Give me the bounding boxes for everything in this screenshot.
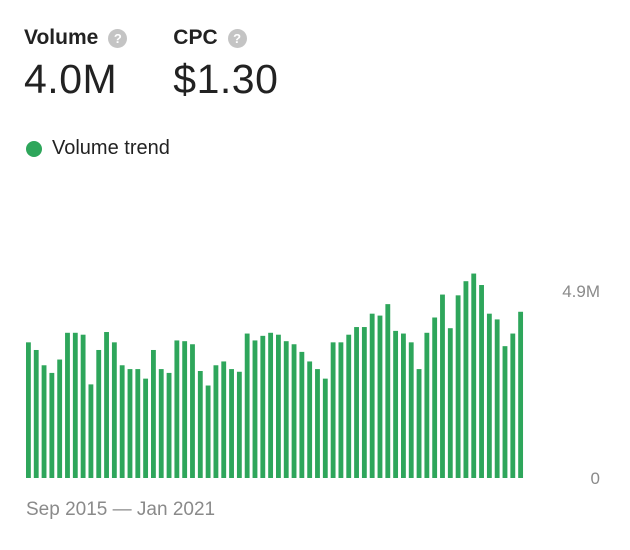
bar[interactable] <box>307 361 313 478</box>
volume-label: Volume <box>24 26 99 49</box>
bar[interactable] <box>57 359 63 478</box>
bar[interactable] <box>182 341 188 478</box>
bar[interactable] <box>174 340 180 478</box>
bar[interactable] <box>299 351 305 478</box>
bar[interactable] <box>361 327 367 478</box>
bar[interactable] <box>260 335 266 478</box>
bar[interactable] <box>119 365 125 478</box>
bar[interactable] <box>494 319 500 478</box>
bar[interactable] <box>346 334 352 478</box>
bar[interactable] <box>502 346 508 478</box>
bar[interactable] <box>291 344 297 478</box>
metrics-row: Volume ? 4.0M CPC ? $1.30 <box>24 22 324 103</box>
cpc-label-row: CPC ? <box>173 22 278 54</box>
bar[interactable] <box>143 378 149 478</box>
bar[interactable] <box>197 371 203 478</box>
bar[interactable] <box>127 369 133 478</box>
bar[interactable] <box>213 365 219 478</box>
bar[interactable] <box>486 313 492 478</box>
bar[interactable] <box>80 334 86 478</box>
bar[interactable] <box>72 332 78 478</box>
bar[interactable] <box>276 334 281 478</box>
bar[interactable] <box>354 327 359 478</box>
bar[interactable] <box>440 294 445 478</box>
bar[interactable] <box>41 365 47 478</box>
bar[interactable] <box>385 304 391 479</box>
bar[interactable] <box>283 341 289 478</box>
bar[interactable] <box>322 378 328 478</box>
bar[interactable] <box>479 285 484 478</box>
bar[interactable] <box>252 340 258 478</box>
bar[interactable] <box>190 344 195 478</box>
bar[interactable] <box>455 295 461 478</box>
bar[interactable] <box>447 328 453 478</box>
volume-value: 4.0M <box>24 56 118 102</box>
bar[interactable] <box>432 317 438 479</box>
legend-label: Volume trend <box>52 137 170 159</box>
bar[interactable] <box>229 369 234 478</box>
bar[interactable] <box>369 313 375 478</box>
legend-dot-icon <box>26 140 42 157</box>
bar[interactable] <box>315 369 320 478</box>
volume-label-row: Volume ? <box>24 22 128 54</box>
bar[interactable] <box>510 333 516 478</box>
bar[interactable] <box>166 372 172 478</box>
y-tick-label: 4.9M <box>562 282 600 301</box>
date-range: Sep 2015 — Jan 2021 <box>26 499 216 520</box>
bars-group <box>26 273 524 479</box>
bar[interactable] <box>471 273 477 478</box>
bar[interactable] <box>104 332 109 478</box>
bar[interactable] <box>205 385 211 478</box>
volume-help-icon[interactable]: ? <box>108 28 128 48</box>
volume-metric: Volume ? 4.0M <box>24 22 128 103</box>
bar[interactable] <box>221 361 227 478</box>
bar[interactable] <box>151 349 156 478</box>
bar[interactable] <box>158 369 164 478</box>
chart-legend: Volume trend <box>26 137 170 160</box>
bar[interactable] <box>65 332 70 478</box>
bar[interactable] <box>330 342 336 478</box>
bar[interactable] <box>26 342 31 478</box>
y-tick-label: 0 <box>591 469 600 488</box>
bar[interactable] <box>236 371 242 478</box>
bar[interactable] <box>393 330 399 479</box>
bar[interactable] <box>338 342 344 478</box>
bar[interactable] <box>424 332 430 478</box>
bar[interactable] <box>401 333 406 478</box>
bar[interactable] <box>135 369 141 478</box>
bar[interactable] <box>268 332 274 478</box>
bar[interactable] <box>377 315 383 478</box>
y-axis-ticks: 4.9M 0 <box>562 282 600 488</box>
bar[interactable] <box>408 342 414 478</box>
bar[interactable] <box>96 349 102 478</box>
cpc-value: $1.30 <box>173 56 279 102</box>
cpc-label: CPC <box>173 26 218 49</box>
bar[interactable] <box>49 372 55 478</box>
bar[interactable] <box>33 349 39 478</box>
bar[interactable] <box>111 342 117 478</box>
bar[interactable] <box>88 384 94 479</box>
bar[interactable] <box>463 281 469 478</box>
bar[interactable] <box>518 311 524 478</box>
bar[interactable] <box>244 333 250 478</box>
bar[interactable] <box>416 369 422 478</box>
cpc-help-icon[interactable]: ? <box>227 28 247 48</box>
cpc-metric: CPC ? $1.30 <box>173 22 278 103</box>
